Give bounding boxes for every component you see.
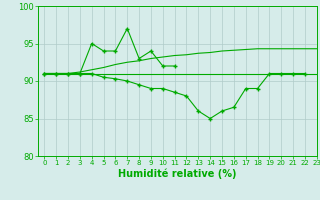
- X-axis label: Humidité relative (%): Humidité relative (%): [118, 169, 237, 179]
